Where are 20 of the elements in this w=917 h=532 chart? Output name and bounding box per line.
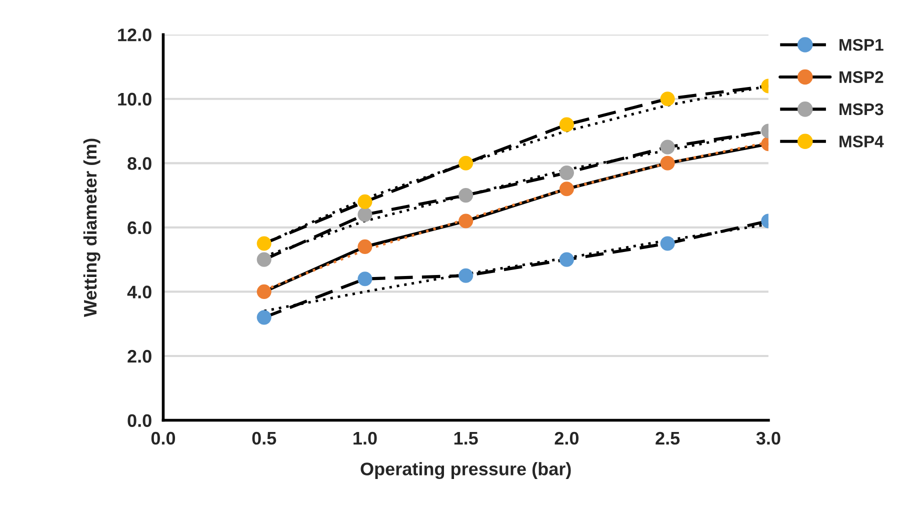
y-tick-label: 12.0 — [118, 28, 152, 42]
legend-label: MSP3 — [840, 103, 884, 116]
y-tick-label: 2.0 — [128, 350, 152, 363]
y-axis-title: Wetting diameter (m) — [83, 138, 100, 318]
x-axis-title: Operating pressure (bar) — [360, 462, 571, 480]
y-tick-label: 0.0 — [128, 414, 152, 427]
legend-label: MSP1 — [840, 38, 884, 51]
y-tick-label: 10.0 — [118, 92, 152, 106]
legend-label: MSP2 — [840, 71, 884, 83]
x-tick-label: 2.5 — [656, 432, 680, 445]
y-tick-label: 6.0 — [128, 221, 152, 234]
legend-label: MSP4 — [840, 136, 884, 148]
y-tick-label: 4.0 — [127, 286, 152, 298]
x-tick-label: 0.0 — [151, 432, 176, 445]
x-tick-label: 0.5 — [252, 432, 276, 445]
x-tick-label: 3.0 — [756, 432, 780, 445]
y-tick-label: 8.0 — [128, 157, 152, 170]
x-tick-label: 1.0 — [354, 432, 377, 445]
x-tick-label: 2.0 — [554, 432, 579, 445]
x-tick-label: 1.5 — [454, 432, 478, 445]
